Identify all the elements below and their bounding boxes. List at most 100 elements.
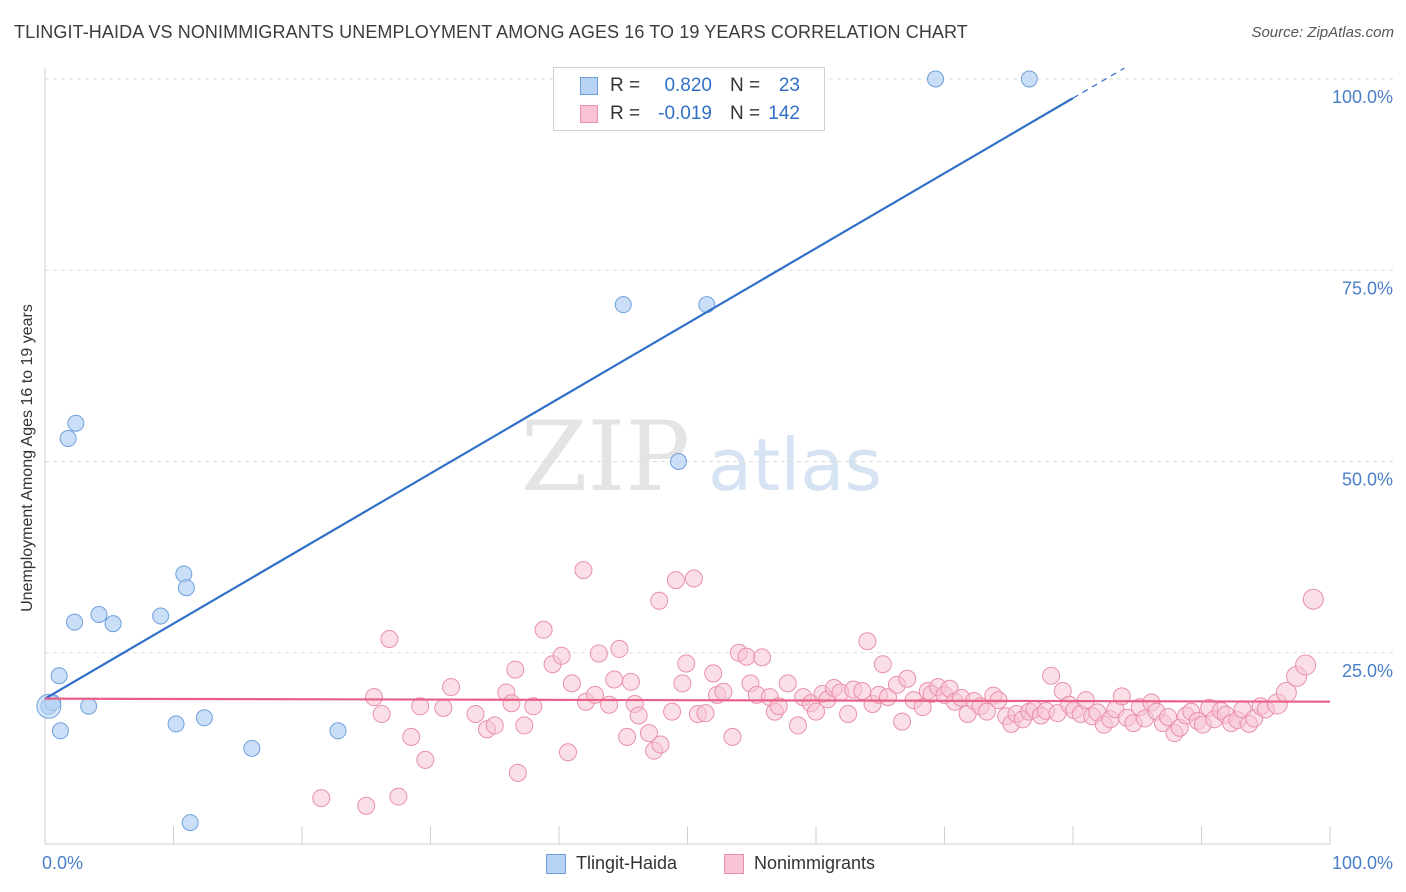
nonimmigrants-point (621, 672, 640, 691)
nonimmigrants-point (562, 674, 581, 693)
nonimmigrants-point (639, 724, 658, 743)
nonimmigrants-point (873, 655, 892, 674)
legend-swatch-pink (724, 854, 744, 874)
tlingit-haida-point (195, 709, 213, 727)
nonimmigrants-point (753, 648, 772, 667)
tlingit-haida-point (90, 606, 108, 623)
nonimmigrants-point (684, 569, 703, 588)
tlingit-haida-point (175, 565, 193, 583)
nonimmigrants-point (534, 620, 553, 639)
legend-r-value: 0.820 (664, 75, 712, 96)
nonimmigrants-point (411, 697, 430, 716)
nonimmigrants-point (372, 704, 391, 723)
legend-n-label: N = (730, 75, 761, 96)
legend-n-value: 142 (768, 103, 800, 124)
tlingit-haida-point (167, 715, 185, 733)
nonimmigrants-point (1159, 708, 1178, 727)
tlingit-haida-points (36, 70, 1038, 832)
legend-label: Nonimmigrants (754, 853, 876, 873)
nonimmigrants-point (610, 639, 629, 658)
tlingit-haida-point (36, 693, 62, 719)
nonimmigrants-point (723, 727, 742, 746)
nonimmigrants-point (714, 682, 733, 701)
tlingit-haida-point (67, 414, 85, 432)
watermark-zip: ZIP (521, 401, 690, 513)
nonimmigrants-point (663, 702, 682, 721)
nonimmigrants-point (893, 712, 912, 731)
nonimmigrants-point (618, 727, 637, 746)
chart-title: TLINGIT-HAIDA VS NONIMMIGRANTS UNEMPLOYM… (14, 22, 968, 42)
tlingit-haida-point (152, 607, 170, 625)
nonimmigrants-point (357, 796, 376, 815)
x-tick-label: 100.0% (1332, 853, 1393, 873)
grid (45, 78, 1395, 654)
y-tick-label: 75.0% (1342, 278, 1393, 298)
nonimmigrants-point (737, 647, 756, 666)
nonimmigrants-point (558, 743, 577, 762)
nonimmigrants-point (696, 704, 715, 723)
legend-n-label: N = (730, 103, 761, 124)
tlingit-haida-point (66, 613, 84, 631)
tlingit-haida-point (59, 430, 77, 448)
watermark-atlas: atlas (708, 423, 882, 507)
nonimmigrants-point (434, 698, 453, 717)
tlingit-haida-point (181, 814, 199, 832)
nonimmigrants-point (605, 670, 624, 689)
tlingit-haida-point (177, 579, 195, 597)
nonimmigrants-point (898, 669, 917, 688)
nonimmigrants-point (589, 644, 608, 663)
tlingit-haida-trend-extension (1072, 67, 1125, 99)
legend-swatch-blue (580, 77, 598, 95)
y-tick-label: 25.0% (1342, 661, 1393, 681)
series-legend: Tlingit-Haida Nonimmigrants (0, 851, 1406, 877)
nonimmigrants-point (1295, 654, 1317, 676)
nonimmigrants-points (312, 561, 1324, 815)
nonimmigrants-point (677, 654, 696, 673)
nonimmigrants-point (442, 678, 461, 697)
legend-n-value: 23 (778, 75, 800, 96)
tlingit-haida-point (1020, 70, 1038, 88)
nonimmigrants-point (524, 697, 543, 716)
tlingit-haida-point (698, 296, 716, 314)
nonimmigrants-point (704, 664, 723, 683)
trend-lines (44, 67, 1331, 703)
legend-swatch-pink (580, 105, 598, 123)
tlingit-haida-point (670, 453, 688, 470)
nonimmigrants-point (552, 646, 571, 665)
legend-label: Tlingit-Haida (576, 853, 678, 873)
legend-swatch-blue (546, 854, 566, 874)
nonimmigrants-point (364, 688, 383, 707)
nonimmigrants-point (769, 697, 788, 716)
y-tick-label: 100.0% (1332, 87, 1393, 107)
tlingit-haida-point (329, 722, 347, 740)
nonimmigrants-point (651, 735, 670, 754)
tlingit-haida-point (104, 615, 122, 633)
nonimmigrants-point (389, 787, 408, 806)
tlingit-haida-point (80, 697, 98, 715)
nonimmigrants-point (666, 571, 685, 590)
tlingit-haida-point (927, 70, 945, 88)
tlingit-haida-point (243, 739, 261, 757)
nonimmigrants-point (416, 750, 435, 769)
nonimmigrants-point (502, 694, 521, 713)
tlingit-haida-point (50, 667, 68, 685)
watermark: ZIP atlas (521, 401, 882, 513)
y-tick-label: 50.0% (1342, 470, 1393, 490)
legend-row-nonimmigrants: R = -0.019 N = 142 (554, 99, 824, 129)
nonimmigrants-point (673, 674, 692, 693)
legend-r-value: -0.019 (658, 103, 712, 124)
legend-row-tlingit-haida: R = 0.820 N = 23 (554, 71, 824, 101)
nonimmigrants-point (1042, 666, 1061, 685)
nonimmigrants-trend-line (44, 697, 1331, 703)
nonimmigrants-point (650, 591, 669, 610)
tlingit-haida-trend-line (44, 97, 1074, 700)
nonimmigrants-point (380, 629, 399, 648)
source-label: Source: ZipAtlas.com (1251, 24, 1394, 41)
tlingit-haida-point (614, 296, 632, 314)
nonimmigrants-point (977, 702, 996, 721)
nonimmigrants-point (807, 702, 825, 721)
nonimmigrants-point (515, 716, 534, 735)
correlation-legend: R = 0.820 N = 23 R = -0.019 N = 142 (553, 67, 825, 131)
nonimmigrants-point (485, 716, 504, 735)
